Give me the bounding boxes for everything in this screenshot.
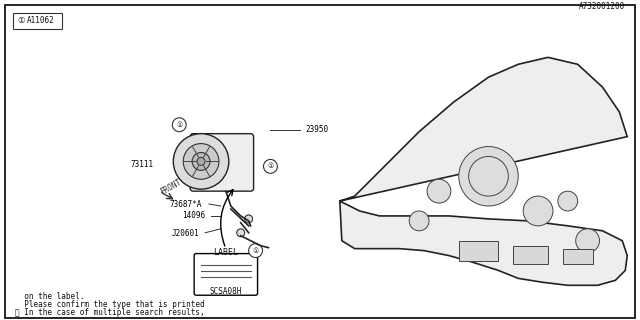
Circle shape — [244, 215, 253, 223]
Circle shape — [459, 147, 518, 206]
FancyBboxPatch shape — [194, 253, 257, 295]
Text: 73687*A: 73687*A — [170, 200, 202, 209]
Circle shape — [183, 144, 219, 179]
Text: on the label.: on the label. — [15, 292, 84, 301]
Text: A11062: A11062 — [27, 16, 54, 25]
Circle shape — [558, 191, 578, 211]
Text: Please confirm the type that is printed: Please confirm the type that is printed — [15, 300, 204, 309]
Text: ①: ① — [252, 248, 259, 254]
Text: ①: ① — [268, 164, 273, 169]
Polygon shape — [340, 57, 627, 285]
Text: A732001200: A732001200 — [579, 2, 625, 11]
Circle shape — [248, 244, 262, 258]
Circle shape — [409, 211, 429, 231]
Circle shape — [197, 157, 205, 165]
Circle shape — [427, 179, 451, 203]
Text: SCSA08H: SCSA08H — [210, 287, 242, 296]
Text: 23950: 23950 — [305, 125, 328, 134]
Circle shape — [523, 196, 553, 226]
Circle shape — [237, 229, 244, 237]
Text: ※ In the case of multiple search results,: ※ In the case of multiple search results… — [15, 308, 204, 317]
Circle shape — [264, 159, 277, 173]
Text: J20601: J20601 — [172, 229, 199, 238]
Circle shape — [192, 153, 210, 170]
Circle shape — [172, 118, 186, 132]
Text: 73111: 73111 — [131, 160, 154, 169]
Bar — [13, 13, 62, 28]
Bar — [563, 249, 593, 265]
Circle shape — [173, 134, 229, 189]
Text: FRONT: FRONT — [159, 178, 184, 197]
Circle shape — [576, 229, 600, 252]
Bar — [513, 246, 548, 263]
Text: LABEL: LABEL — [213, 248, 238, 257]
Bar — [459, 241, 499, 260]
Text: ①: ① — [176, 122, 182, 128]
Text: 14096: 14096 — [182, 212, 205, 220]
FancyBboxPatch shape — [190, 134, 253, 191]
Text: ①: ① — [17, 16, 24, 25]
Circle shape — [468, 156, 508, 196]
